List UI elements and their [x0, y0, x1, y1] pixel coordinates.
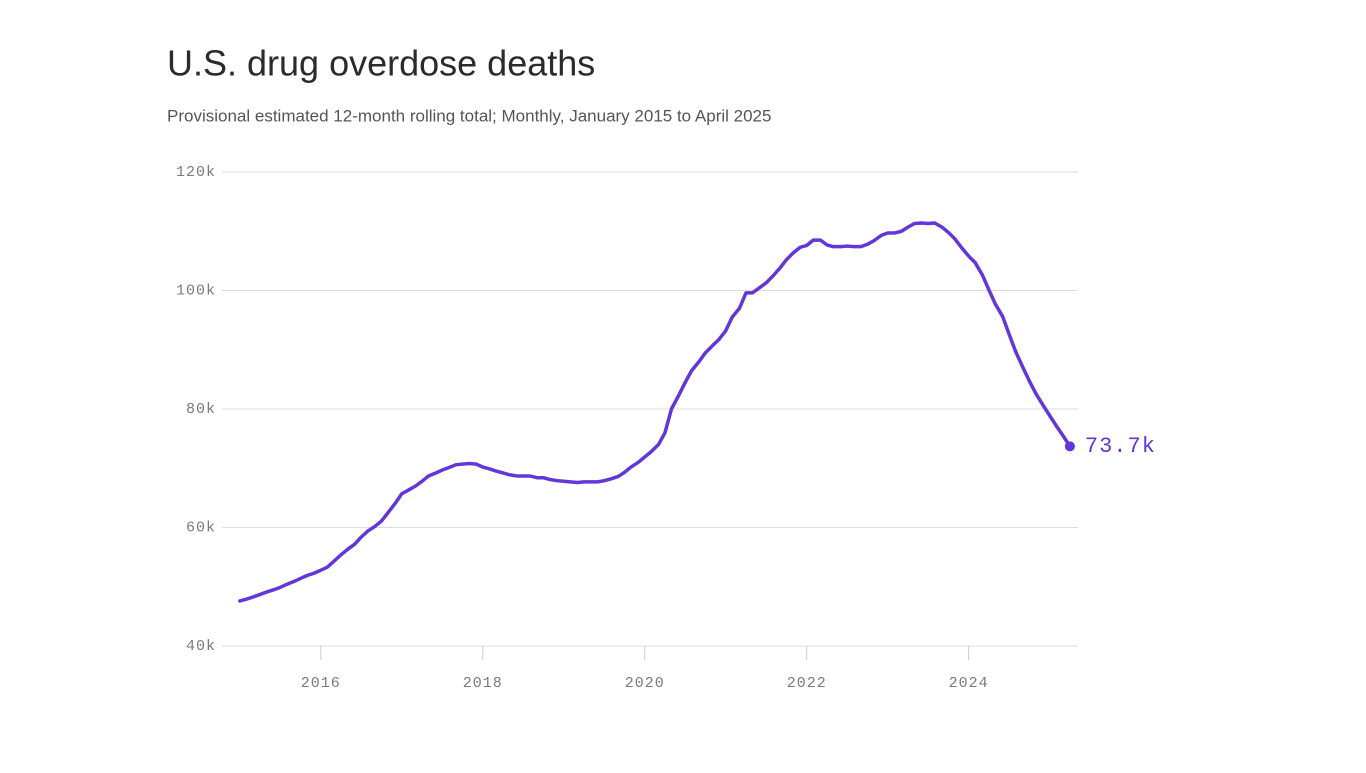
- line: [238, 221, 1072, 603]
- value-label: 73.7k: [1085, 434, 1156, 459]
- x-tick-label: 2020: [625, 675, 665, 692]
- x-tick-label: 2016: [301, 675, 341, 692]
- end-point: [1064, 441, 1075, 452]
- y-tick-label: 40k: [186, 638, 216, 655]
- x-tick-label: 2022: [787, 675, 827, 692]
- x-tick-label: 2018: [463, 675, 503, 692]
- y-tick-label: 100k: [176, 282, 216, 299]
- y-tick-label: 120k: [176, 164, 216, 181]
- y-tick-label: 60k: [186, 519, 216, 536]
- x-tick-label: 2024: [949, 675, 989, 692]
- chart-title: U.S. drug overdose deaths: [167, 43, 595, 84]
- chart-subtitle: Provisional estimated 12-month rolling t…: [167, 106, 771, 125]
- y-tick-label: 80k: [186, 401, 216, 418]
